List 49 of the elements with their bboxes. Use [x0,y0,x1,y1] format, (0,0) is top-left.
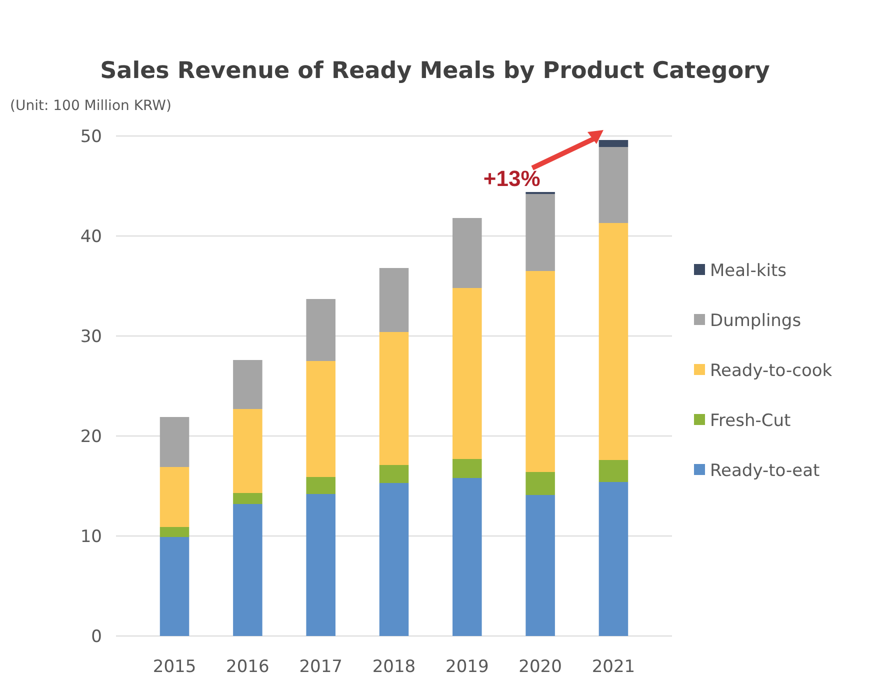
bar [526,271,555,472]
bar [233,504,262,636]
bar [379,268,409,332]
bar [379,332,409,465]
bar [233,360,262,409]
bar [160,537,190,636]
bar [160,527,190,537]
bar [598,223,628,460]
x-tick-label: 2018 [372,657,416,677]
legend-label: Ready-to-cook [710,361,832,381]
bar [452,459,482,478]
bar [526,194,555,271]
x-tick-label: 2020 [518,657,562,677]
bar [598,482,628,636]
legend-label: Fresh-Cut [710,411,792,431]
bar [306,299,336,361]
bar [452,218,482,288]
y-tick-label: 50 [80,127,102,147]
chart-subtitle: (Unit: 100 Million KRW) [10,98,172,114]
bar [160,417,190,467]
bar [598,460,628,482]
bar [379,465,409,483]
y-tick-label: 40 [80,227,102,247]
legend-label: Dumplings [710,311,802,331]
x-tick-label: 2016 [226,657,270,677]
bar [306,477,336,494]
bar [526,472,555,495]
legend-label: Ready-to-eat [710,461,820,481]
bar [526,495,555,636]
x-tick-label: 2021 [592,657,636,677]
bar [452,288,482,459]
x-tick-label: 2015 [152,657,196,677]
y-tick-label: 0 [91,627,102,647]
bar [233,493,262,504]
bar [306,494,336,636]
bar [452,478,482,636]
bar [379,483,409,636]
bar [598,147,628,223]
bar [233,409,262,493]
bar [160,467,190,527]
y-tick-label: 10 [80,527,102,547]
bar [306,361,336,477]
legend-label: Meal-kits [710,261,787,281]
annotation: +13% [483,166,540,191]
y-tick-label: 30 [80,327,102,347]
chart-title: Sales Revenue of Ready Meals by Product Category [100,58,770,84]
x-tick-label: 2017 [299,657,342,677]
y-tick-label: 20 [80,427,102,447]
x-tick-label: 2019 [446,657,489,677]
